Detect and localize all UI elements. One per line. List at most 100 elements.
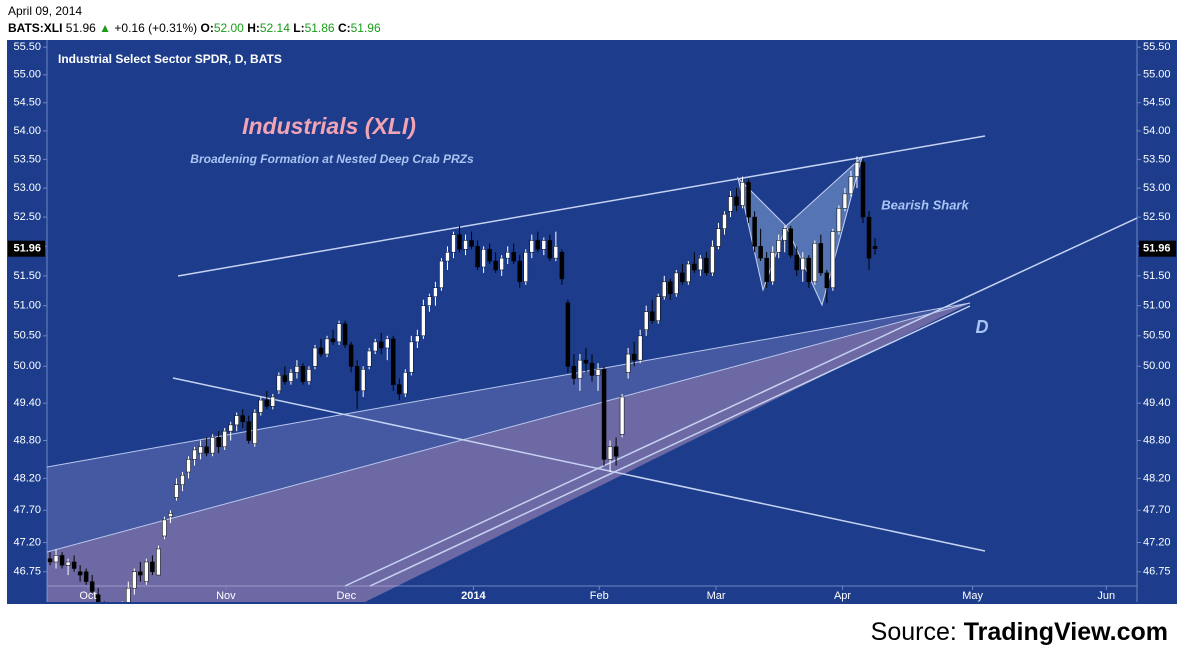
candle-body bbox=[782, 228, 787, 241]
candle-body bbox=[842, 193, 848, 209]
candle-body bbox=[625, 353, 631, 373]
y-tick-label: 53.00 bbox=[1143, 182, 1171, 194]
declining-line bbox=[172, 377, 986, 552]
fan-line bbox=[47, 302, 971, 553]
candle-body bbox=[866, 216, 872, 259]
axes: 55.50 55.50 55.00 55.00 54.50 54.50 54.00 54.00… bbox=[8, 41, 1176, 602]
candle-body bbox=[71, 561, 77, 569]
y-tick-label: 47.20 bbox=[1143, 536, 1171, 548]
candle-body bbox=[728, 196, 733, 212]
candle-body bbox=[752, 216, 757, 247]
candle-body bbox=[794, 254, 800, 271]
y-tick-label: 53.00 bbox=[13, 182, 41, 194]
candle-body bbox=[234, 415, 239, 426]
candle-body bbox=[348, 344, 354, 367]
candle-body bbox=[577, 359, 583, 379]
change: +0.16 (+0.31%) bbox=[114, 21, 198, 35]
candle-body bbox=[818, 243, 824, 274]
candle-body bbox=[674, 272, 679, 294]
candle-body bbox=[192, 449, 197, 460]
candle-body bbox=[270, 396, 276, 407]
y-tick-label: 50.00 bbox=[1143, 360, 1171, 372]
candle-body bbox=[800, 257, 806, 271]
x-tick-label: May bbox=[962, 590, 983, 602]
candle-body bbox=[710, 246, 715, 274]
candle-body bbox=[481, 249, 486, 268]
candle-body bbox=[372, 341, 378, 352]
candle-body bbox=[228, 424, 233, 432]
open-value: 52.00 bbox=[213, 21, 244, 35]
x-tick-label: Dec bbox=[337, 590, 357, 602]
candle-body bbox=[222, 430, 227, 448]
source-name: TradingView.com bbox=[963, 618, 1168, 646]
candle-body bbox=[571, 366, 577, 379]
fan-line bbox=[47, 302, 971, 468]
candle-body bbox=[704, 257, 709, 274]
candle-body bbox=[613, 446, 619, 457]
candle-body bbox=[445, 251, 450, 262]
candle-body bbox=[770, 251, 775, 283]
candle-body bbox=[655, 296, 661, 321]
candle-body bbox=[342, 323, 348, 346]
y-tick-label: 50.00 bbox=[13, 360, 41, 372]
annotation: Broadening Formation at Nested Deep Crab… bbox=[190, 152, 474, 166]
candle-body bbox=[144, 561, 149, 582]
candle-body bbox=[439, 260, 444, 289]
candle-body bbox=[457, 234, 462, 250]
candle-body bbox=[722, 213, 727, 229]
candle-body bbox=[505, 251, 510, 259]
y-tick-label: 51.50 bbox=[13, 270, 41, 282]
chart: Industrial Select Sector SPDR, D, BATS I… bbox=[7, 40, 1177, 604]
candle-body bbox=[198, 446, 203, 454]
candle-body bbox=[360, 369, 366, 392]
candle-body bbox=[776, 240, 781, 253]
candle-body bbox=[258, 399, 264, 413]
candle-body bbox=[156, 548, 161, 576]
candle-body bbox=[529, 240, 535, 253]
y-tick-label: 55.00 bbox=[13, 69, 41, 81]
x-tick-label: Apr bbox=[834, 590, 851, 602]
pattern-label: Bearish Shark bbox=[881, 197, 969, 212]
candle-body bbox=[409, 341, 414, 373]
candle-body bbox=[662, 281, 667, 297]
candle-body bbox=[294, 366, 300, 373]
candle-body bbox=[366, 350, 372, 367]
up-arrow: ▲ bbox=[99, 21, 112, 35]
y-tick-label: 54.50 bbox=[13, 97, 41, 109]
candle-body bbox=[511, 251, 516, 262]
close-label: C: bbox=[337, 21, 351, 35]
x-tick-label: Nov bbox=[216, 590, 236, 602]
high-label: H: bbox=[247, 21, 260, 35]
candle-body bbox=[854, 161, 860, 177]
candle-body bbox=[806, 257, 812, 283]
candle-body bbox=[487, 249, 492, 262]
candle-body bbox=[330, 338, 336, 343]
candle-body bbox=[547, 240, 553, 259]
candle-body bbox=[132, 571, 137, 589]
y-tick-label: 49.40 bbox=[13, 397, 41, 409]
candle-body bbox=[607, 446, 613, 460]
x-tick-label: Jun bbox=[1097, 590, 1115, 602]
y-tick-label: 47.70 bbox=[1143, 504, 1171, 516]
candle-body bbox=[643, 311, 649, 331]
y-tick-label: 49.40 bbox=[1143, 397, 1171, 409]
y-tick-label: 54.50 bbox=[1143, 97, 1171, 109]
candle-body bbox=[288, 372, 294, 382]
candle-body bbox=[686, 263, 691, 283]
resistance-line bbox=[177, 135, 986, 277]
y-tick-label: 50.50 bbox=[13, 330, 41, 342]
candle-body bbox=[415, 335, 420, 343]
candle-body bbox=[216, 437, 221, 448]
candle-body bbox=[619, 396, 625, 435]
candle-body bbox=[451, 234, 456, 253]
candle-body bbox=[860, 161, 866, 218]
candle-body bbox=[758, 246, 763, 259]
candle-body bbox=[210, 437, 215, 454]
candle-body bbox=[559, 251, 565, 280]
candle-body bbox=[421, 305, 426, 337]
y-tick-label: 51.00 bbox=[1143, 300, 1171, 312]
candle-body bbox=[324, 338, 330, 355]
candle-body bbox=[354, 366, 360, 392]
high-value: 52.14 bbox=[259, 21, 290, 35]
